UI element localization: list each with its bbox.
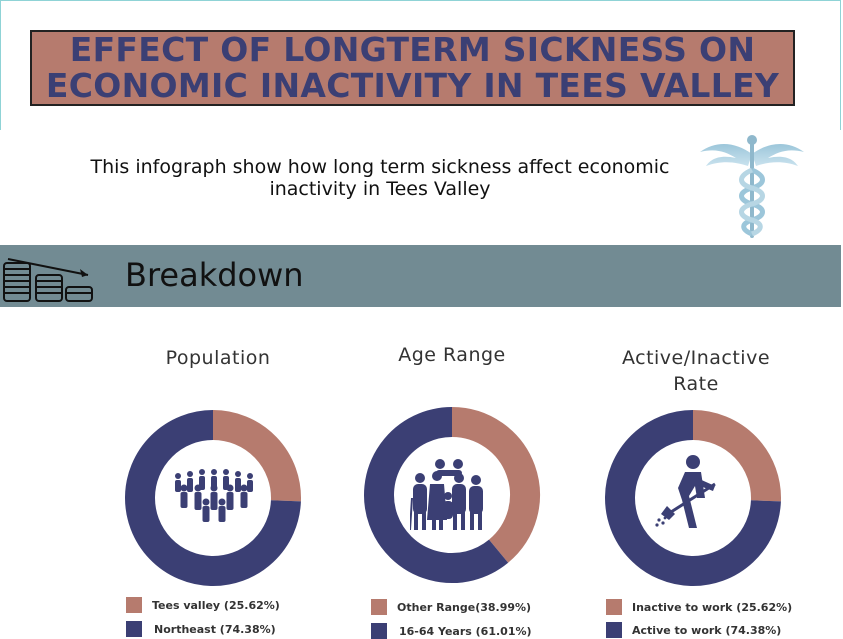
header-frame bbox=[0, 0, 841, 130]
chart-title-line-2: Rate bbox=[673, 373, 719, 395]
legend-item: 16-64 Years (61.01%) bbox=[371, 623, 532, 639]
legend-item: Other Range(38.99%) bbox=[371, 599, 531, 615]
chart-title-active-inactive: Active/Inactive Rate bbox=[606, 345, 786, 397]
legend-swatch bbox=[126, 621, 142, 637]
donut-chart-active-inactive bbox=[605, 410, 781, 586]
donut-slice bbox=[451, 407, 540, 563]
worker-shovel-icon bbox=[655, 455, 716, 528]
donut-slice bbox=[212, 410, 301, 502]
subtitle-line-1: This infograph show how long term sickne… bbox=[90, 156, 670, 178]
donut-slice bbox=[692, 410, 781, 502]
donut-slice bbox=[605, 410, 781, 586]
legend-swatch bbox=[126, 597, 142, 613]
donut-slice bbox=[125, 410, 301, 586]
donut-slice bbox=[364, 407, 509, 583]
breakdown-banner bbox=[0, 245, 841, 307]
family-icon bbox=[410, 459, 483, 531]
crowd-icon bbox=[175, 469, 253, 522]
legend-label: Northeast (74.38%) bbox=[154, 622, 276, 636]
legend-label: Other Range(38.99%) bbox=[397, 600, 532, 614]
chart-title-line-1: Active/Inactive bbox=[621, 347, 771, 369]
legend-swatch bbox=[606, 599, 622, 615]
subtitle-line-2: inactivity in Tees Valley bbox=[269, 178, 491, 200]
legend-label: 16-64 Years (61.01%) bbox=[399, 624, 532, 638]
legend-item: Inactive to work (25.62%) bbox=[606, 599, 792, 615]
legend-label: Inactive to work (25.62%) bbox=[632, 600, 793, 614]
donut-chart-population bbox=[125, 410, 301, 586]
title-line-1: EFFECT OF LONGTERM SICKNESS ON bbox=[69, 30, 756, 69]
title-banner: EFFECT OF LONGTERM SICKNESS ON ECONOMIC … bbox=[30, 30, 795, 106]
breakdown-heading: Breakdown bbox=[125, 256, 304, 294]
title-line-2: ECONOMIC INACTIVITY IN TEES VALLEY bbox=[45, 66, 780, 105]
legend-swatch bbox=[606, 622, 622, 638]
legend-swatch bbox=[371, 623, 387, 639]
legend-item: Tees valley (25.62%) bbox=[126, 597, 280, 613]
coins-chart-icon bbox=[3, 258, 93, 302]
legend-item: Active to work (74.38%) bbox=[606, 622, 781, 638]
chart-title-age-range: Age Range bbox=[398, 344, 506, 366]
legend-label: Tees valley (25.62%) bbox=[152, 598, 280, 612]
chart-title-population: Population bbox=[165, 347, 271, 369]
donut-chart-age-range bbox=[364, 407, 540, 583]
legend-swatch bbox=[371, 599, 387, 615]
subtitle: This infograph show how long term sickne… bbox=[60, 156, 700, 200]
caduceus-icon bbox=[700, 135, 804, 238]
legend-label: Active to work (74.38%) bbox=[632, 623, 782, 637]
legend-item: Northeast (74.38%) bbox=[126, 621, 276, 637]
